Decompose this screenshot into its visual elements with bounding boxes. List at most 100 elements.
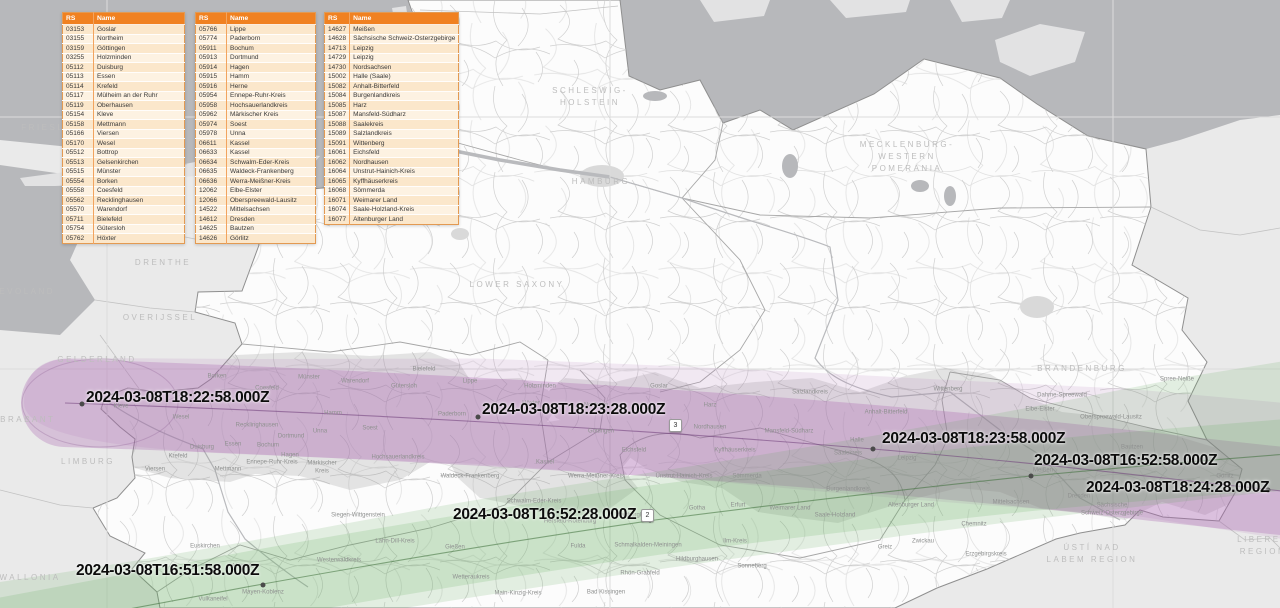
- table-row[interactable]: 05154 Kleve: [62, 109, 185, 120]
- table-row[interactable]: 12066 Oberspreewald-Lausitz: [195, 195, 316, 205]
- table-row[interactable]: 05562 Recklinghausen: [62, 195, 185, 205]
- table-row[interactable]: 15082 Anhalt-Bitterfeld: [324, 81, 459, 91]
- cell-rs: 05117: [62, 90, 94, 101]
- table-row[interactable]: 15002 Halle (Saale): [324, 71, 459, 82]
- table-row[interactable]: 05954 Ennepe-Ruhr-Kreis: [195, 90, 316, 101]
- table-row[interactable]: 05962 Märkischer Kreis: [195, 109, 316, 120]
- cell-rs: 06634: [195, 157, 227, 167]
- table-row[interactable]: 03155 Northeim: [62, 33, 185, 44]
- table-row[interactable]: 05762 Höxter: [62, 233, 185, 243]
- table-row[interactable]: 06635 Waldeck-Frankenberg: [195, 166, 316, 177]
- table-row[interactable]: 05711 Bielefeld: [62, 214, 185, 224]
- pass-green-outer-swath: [0, 361, 1280, 608]
- table-row[interactable]: 14713 Leipzig: [324, 43, 459, 53]
- table-header-rs: RS: [324, 12, 351, 25]
- table-row[interactable]: 05117 Mülheim an der Ruhr: [62, 90, 185, 101]
- table-row[interactable]: 03255 Holzminden: [62, 52, 185, 63]
- district-table-3[interactable]: RS Name 14627 Meißen 14628 Sächsische Schwe…: [324, 12, 460, 225]
- cell-rs: 05915: [195, 71, 227, 82]
- cell-name: Kassel: [226, 147, 316, 158]
- table-row[interactable]: 05774 Paderborn: [195, 33, 316, 44]
- table-row[interactable]: 05114 Krefeld: [62, 81, 185, 91]
- cell-name: Bottrop: [93, 147, 185, 158]
- table-row[interactable]: 05513 Gelsenkirchen: [62, 157, 185, 167]
- table-row[interactable]: 05554 Borken: [62, 176, 185, 186]
- cell-name: Halle (Saale): [349, 71, 459, 82]
- table-row[interactable]: 16068 Sömmerda: [324, 185, 459, 196]
- cell-name: Münster: [93, 166, 185, 177]
- table-row[interactable]: 05754 Gütersloh: [62, 223, 185, 234]
- cell-rs: 14730: [324, 62, 351, 72]
- table-row[interactable]: 05766 Lippe: [195, 24, 316, 34]
- cell-name: Görlitz: [226, 233, 316, 243]
- table-row[interactable]: 15084 Burgenlandkreis: [324, 90, 459, 101]
- cell-name: Sömmerda: [349, 185, 459, 196]
- cell-rs: 05914: [195, 62, 227, 72]
- cell-name: Goslar: [93, 24, 185, 34]
- table-row[interactable]: 05915 Hamm: [195, 71, 316, 82]
- table-row[interactable]: 16061 Eichsfeld: [324, 147, 459, 158]
- table-row[interactable]: 05958 Hochsauerlandkreis: [195, 100, 316, 110]
- cell-name: Bautzen: [226, 223, 316, 234]
- district-table-2[interactable]: RS Name 05766 Lippe 05774 Paderborn 05911 Boc…: [195, 12, 316, 244]
- table-row[interactable]: 16062 Nordhausen: [324, 157, 459, 167]
- cell-rs: 03155: [62, 33, 94, 44]
- table-row[interactable]: 15087 Mansfeld-Südharz: [324, 109, 459, 120]
- table-row[interactable]: 05914 Hagen: [195, 62, 316, 72]
- cell-name: Hochsauerlandkreis: [226, 100, 316, 110]
- table-row[interactable]: 15085 Harz: [324, 100, 459, 110]
- table-row[interactable]: 05112 Duisburg: [62, 62, 185, 72]
- table-row[interactable]: 16071 Weimarer Land: [324, 195, 459, 205]
- table-row[interactable]: 12062 Elbe-Elster: [195, 185, 316, 196]
- pass-purple-track-line: [64, 402, 1280, 492]
- pass-purple-outer-swath: [24, 358, 1280, 539]
- table-row[interactable]: 06633 Kassel: [195, 147, 316, 158]
- table-row[interactable]: 05913 Dortmund: [195, 52, 316, 63]
- table-row[interactable]: 05158 Mettmann: [62, 119, 185, 129]
- table-row[interactable]: 05974 Soest: [195, 119, 316, 129]
- table-row[interactable]: 03159 Göttingen: [62, 43, 185, 53]
- table-row[interactable]: 05512 Bottrop: [62, 147, 185, 158]
- table-row[interactable]: 14730 Nordsachsen: [324, 62, 459, 72]
- table-row[interactable]: 03153 Goslar: [62, 24, 185, 34]
- table-row[interactable]: 14612 Dresden: [195, 214, 316, 224]
- table-row[interactable]: 05978 Unna: [195, 128, 316, 139]
- table-row[interactable]: 16064 Unstrut-Hainich-Kreis: [324, 166, 459, 177]
- table-row[interactable]: 05170 Wesel: [62, 138, 185, 148]
- table-row[interactable]: 05916 Herne: [195, 81, 316, 91]
- cell-name: Meißen: [349, 24, 459, 34]
- cell-name: Viersen: [93, 128, 185, 139]
- cell-name: Unna: [226, 128, 316, 139]
- table-row[interactable]: 06636 Werra-Meißner-Kreis: [195, 176, 316, 186]
- table-row[interactable]: 16074 Saale-Holzland-Kreis: [324, 204, 459, 215]
- table-row[interactable]: 05570 Warendorf: [62, 204, 185, 215]
- table-row[interactable]: 15091 Wittenberg: [324, 138, 459, 148]
- table-row[interactable]: 05558 Coesfeld: [62, 185, 185, 196]
- table-row[interactable]: 16077 Altenburger Land: [324, 214, 459, 224]
- table-row[interactable]: 14522 Mittelsachsen: [195, 204, 316, 215]
- table-row[interactable]: 14729 Leipzig: [324, 52, 459, 63]
- table-row[interactable]: 05515 Münster: [62, 166, 185, 177]
- cell-rs: 05711: [62, 214, 94, 224]
- table-row[interactable]: 14626 Görlitz: [195, 233, 316, 243]
- table-row[interactable]: 05113 Essen: [62, 71, 185, 82]
- table-row[interactable]: 16065 Kyffhäuserkreis: [324, 176, 459, 186]
- table-row[interactable]: 14627 Meißen: [324, 24, 459, 34]
- table-row[interactable]: 06634 Schwalm-Eder-Kreis: [195, 157, 316, 167]
- table-row[interactable]: 05119 Oberhausen: [62, 100, 185, 110]
- table-row[interactable]: 14625 Bautzen: [195, 223, 316, 234]
- cell-name: Mettmann: [93, 119, 185, 129]
- cell-name: Hagen: [226, 62, 316, 72]
- lakes: [643, 91, 956, 206]
- district-table-1[interactable]: RS Name 03153 Goslar 03155 Northeim 03159 Göt…: [62, 12, 185, 244]
- table-row[interactable]: 06611 Kassel: [195, 138, 316, 148]
- table-row[interactable]: 05911 Bochum: [195, 43, 316, 53]
- cell-name: Kassel: [226, 138, 316, 148]
- cell-rs: 03153: [62, 24, 94, 34]
- table-row[interactable]: 15088 Saalekreis: [324, 119, 459, 129]
- table-row[interactable]: 15089 Salzlandkreis: [324, 128, 459, 139]
- cell-rs: 16062: [324, 157, 351, 167]
- table-row[interactable]: 14628 Sächsische Schweiz-Osterzgebirge: [324, 33, 459, 44]
- table-row[interactable]: 05166 Viersen: [62, 128, 185, 139]
